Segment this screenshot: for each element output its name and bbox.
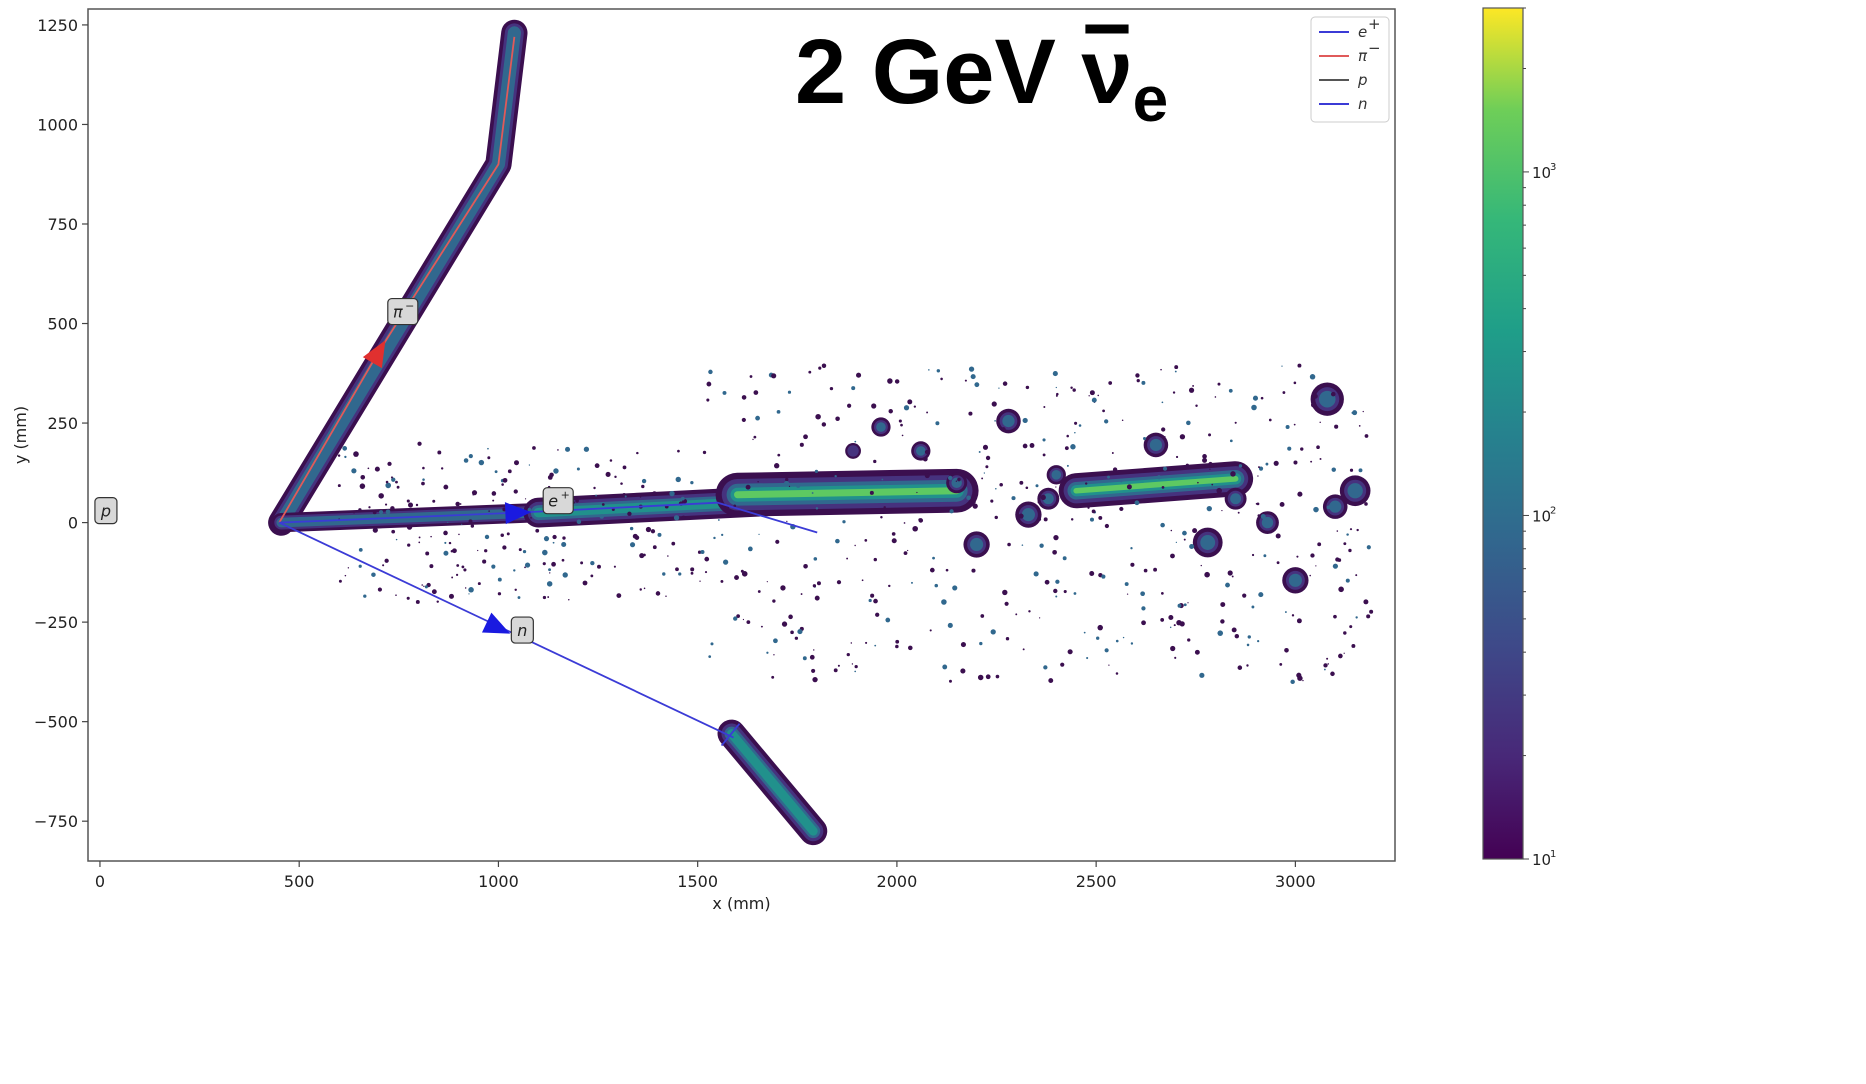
particle-tag-label: π <box>393 303 403 322</box>
particle-tag-sup: + <box>561 489 570 502</box>
energy-deposit <box>1037 487 1060 510</box>
track-line <box>278 36 516 524</box>
energy-deposit <box>963 531 990 558</box>
chart-title-text: 2 GeV <box>795 21 1081 123</box>
y-tick-label: 1000 <box>37 115 78 134</box>
energy-deposit <box>946 472 968 494</box>
chart-title: 2 GeV νe <box>795 21 1168 135</box>
particle-tag <box>510 616 534 644</box>
energy-deposit <box>1339 475 1371 507</box>
x-axis: 0 500 1000 1500 2000 2500 3000 <box>95 861 1316 891</box>
y-tick-label: −250 <box>34 613 78 632</box>
energy-deposits <box>268 19 1374 846</box>
track-n: n <box>278 521 734 739</box>
x-tick-label: 1500 <box>677 872 718 891</box>
track-arrow <box>504 502 532 525</box>
colorbar-tick-label: 10 <box>1532 507 1551 525</box>
energy-deposit <box>1224 487 1247 510</box>
colorbar-tick-exp: 2 <box>1550 505 1556 516</box>
chart-title-subscript: e <box>1133 63 1169 135</box>
x-tick-label: 500 <box>284 872 315 891</box>
legend: e +π −pn <box>1310 15 1390 123</box>
particle-tag <box>542 487 574 515</box>
track-p: p <box>94 497 118 525</box>
track-line <box>279 501 818 534</box>
energy-deposit <box>911 441 931 461</box>
colorbar-tick-label: 10 <box>1532 164 1551 182</box>
legend-entry-sup: + <box>1368 15 1381 33</box>
y-tick-label: 1250 <box>37 16 78 35</box>
energy-deposit <box>717 719 828 846</box>
energy-deposit <box>996 408 1021 434</box>
energy-deposit <box>845 443 861 459</box>
energy-deposit <box>1015 501 1042 528</box>
chart-title-symbol: ν <box>1081 21 1132 123</box>
particle-tag <box>94 497 118 525</box>
y-tick-label: 500 <box>47 315 78 334</box>
y-tick-label: 250 <box>47 414 78 433</box>
legend-entry-sup: − <box>1368 39 1381 57</box>
legend-box <box>1310 16 1390 123</box>
x-tick-label: 0 <box>95 872 105 891</box>
energy-deposit <box>1058 461 1254 509</box>
particle-tag-label: n <box>517 621 527 640</box>
colorbar-tick-exp: 1 <box>1550 849 1556 860</box>
particle-tag-label: e <box>548 492 558 511</box>
energy-deposit <box>871 417 891 437</box>
legend-entry: e <box>1358 23 1367 41</box>
deposit-speckle <box>337 363 1374 685</box>
plot-frame <box>87 8 1396 862</box>
energy-deposit <box>1282 567 1309 594</box>
energy-deposit <box>1046 465 1066 485</box>
particle-tag <box>387 297 419 326</box>
legend-entry: n <box>1358 95 1368 113</box>
track-arrow <box>481 612 511 634</box>
energy-deposit <box>268 19 528 536</box>
track-arrow <box>362 340 386 369</box>
y-tick-label: 750 <box>47 215 78 234</box>
y-axis: −750 −500 −250 0 250 500 750 1000 1250 <box>34 16 88 831</box>
y-tick-label: −750 <box>34 812 78 831</box>
energy-deposit <box>1310 382 1344 416</box>
y-tick-label: 0 <box>68 514 78 533</box>
energy-deposit <box>1322 494 1348 519</box>
colorbar-tick-exp: 3 <box>1550 162 1556 173</box>
x-tick-label: 3000 <box>1275 872 1316 891</box>
track-π−: π − <box>278 36 516 524</box>
track-e+: e + <box>279 487 818 534</box>
x-tick-label: 2000 <box>877 872 918 891</box>
energy-deposit <box>1143 432 1169 458</box>
energy-deposit <box>715 468 979 517</box>
neutron-end-mark <box>720 723 741 747</box>
legend-entry: π <box>1358 47 1368 65</box>
x-tick-label: 2500 <box>1076 872 1117 891</box>
particle-tag-sup: − <box>405 300 414 313</box>
y-axis-title: y (mm) <box>11 406 30 464</box>
colorbar-tick-label: 10 <box>1532 851 1551 869</box>
x-tick-label: 1000 <box>478 872 519 891</box>
energy-deposit <box>1192 527 1223 558</box>
legend-entry: p <box>1357 71 1368 89</box>
x-axis-title: x (mm) <box>712 894 770 913</box>
particle-tracks: π −e +np <box>94 36 818 747</box>
colorbar-gradient <box>1482 7 1524 860</box>
y-tick-label: −500 <box>34 713 78 732</box>
particle-tag-label: p <box>100 502 111 521</box>
